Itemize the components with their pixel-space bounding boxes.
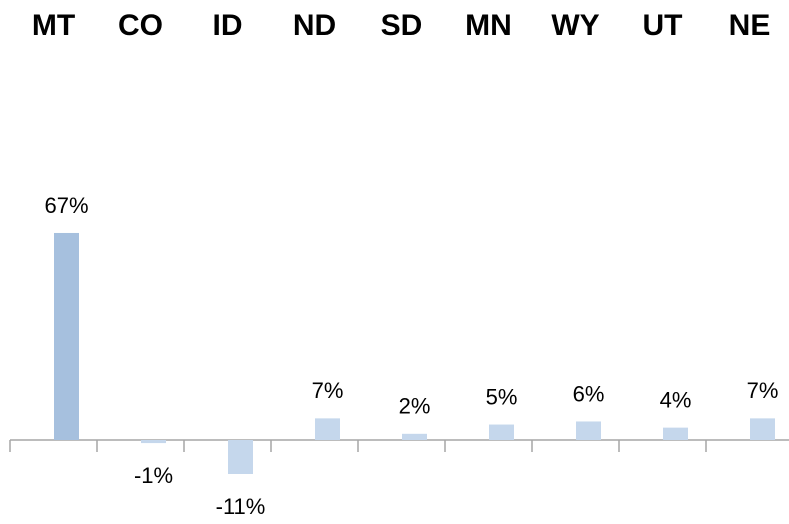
category-label: WY [551, 9, 599, 42]
bar [315, 418, 340, 440]
bar [402, 433, 427, 440]
bar [750, 418, 775, 440]
bar [228, 440, 253, 474]
data-label: 7% [312, 378, 344, 403]
data-label: 5% [486, 384, 518, 409]
data-label: -11% [216, 494, 266, 519]
category-label: NE [729, 9, 771, 42]
bar [489, 424, 514, 440]
category-label: UT [643, 9, 683, 42]
data-label: 67% [44, 193, 88, 218]
category-label: ND [293, 9, 336, 42]
bar [663, 427, 688, 440]
data-label: 4% [660, 387, 692, 412]
data-label: 6% [573, 381, 605, 406]
data-label: 7% [747, 378, 779, 403]
category-label: MN [465, 9, 512, 42]
category-label: SD [381, 9, 423, 42]
data-label: 2% [399, 394, 431, 419]
data-label: -1% [134, 463, 173, 488]
bar [576, 421, 601, 440]
category-label: CO [118, 9, 163, 42]
bar [141, 440, 166, 444]
bar [54, 232, 79, 440]
category-label: ID [213, 9, 243, 42]
category-label: MT [32, 9, 75, 42]
